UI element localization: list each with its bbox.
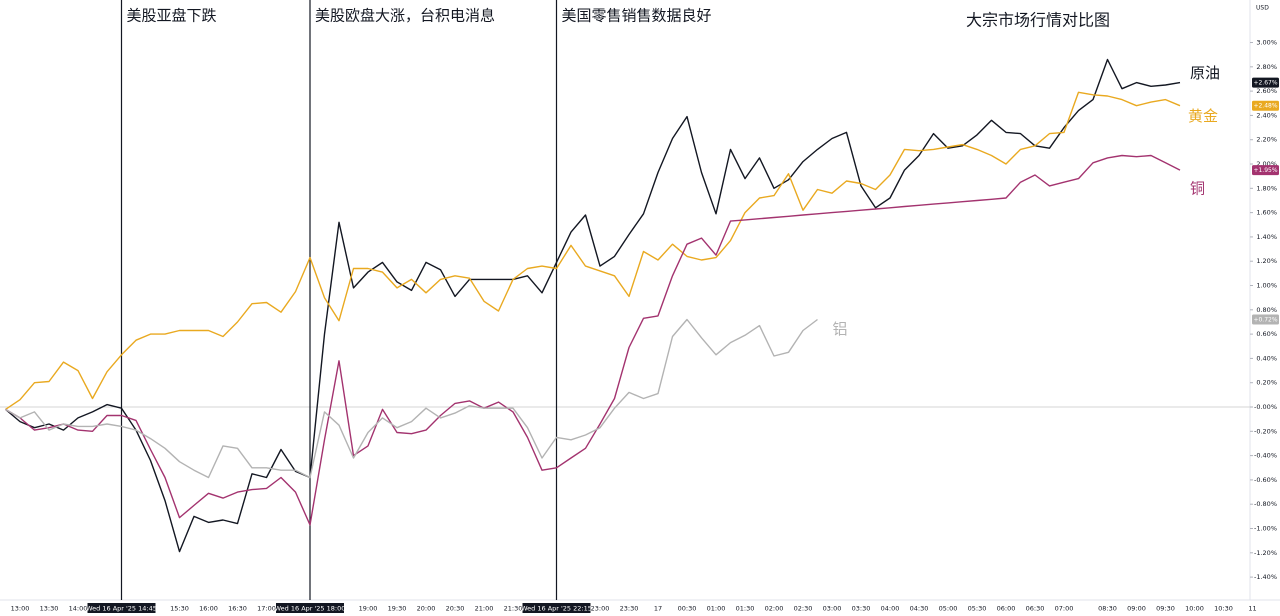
x-tick-label: 03:00 [823,605,842,613]
x-tick-label: 05:00 [939,605,958,613]
x-tick-label: 02:00 [765,605,784,613]
x-tick-label: 00:30 [678,605,697,613]
x-marker-box [276,603,344,613]
x-marker-box [522,603,591,613]
x-tick-label: 14:00 [69,605,88,613]
y-tick-label: 1.60% [1256,209,1277,217]
y-tick-label: 2.80% [1256,63,1277,71]
x-tick-label: 06:30 [1026,605,1045,613]
x-tick-label: 23:00 [591,605,610,613]
x-tick-label: 23:30 [620,605,639,613]
chart-title: 大宗市场行情对比图 [966,11,1110,30]
x-tick-label: 19:00 [359,605,378,613]
x-tick-label: 21:00 [475,605,494,613]
y-tick-label: -1.00% [1254,525,1277,533]
y-tick-label: -1.20% [1254,549,1277,557]
series-label: 铜 [1190,180,1205,198]
x-tick-label: 09:30 [1156,605,1175,613]
x-tick-label: 19:30 [388,605,407,613]
series-line [5,91,1181,410]
x-marker-box [87,603,156,613]
y-tick-label: 0.20% [1256,379,1277,387]
annotation: 美国零售销售数据良好 [562,7,712,25]
x-tick-label: 16:00 [199,605,218,613]
series-label: 铝 [833,320,848,338]
value-tag-label: +0.72% [1253,317,1277,324]
x-tick-label: 06:00 [997,605,1016,613]
x-tick-label: 13:30 [40,605,59,613]
x-tick-label: 10:30 [1214,605,1233,613]
y-tick-label: -0.20% [1254,427,1277,435]
value-tag [1252,100,1279,111]
x-tick-label: 20:30 [446,605,465,613]
x-tick-label: 16:30 [228,605,247,613]
x-tick-label: Wed 16 Apr '25 14:45 [86,605,157,613]
y-tick-label: 2.20% [1256,136,1277,144]
x-tick-label: 04:00 [881,605,900,613]
value-tag [1252,165,1279,176]
series-line [5,318,818,479]
y-tick-label: -0.40% [1254,452,1277,460]
x-tick-label: 03:30 [852,605,871,613]
y-tick-label: 2.00% [1256,160,1277,168]
series-label: 原油 [1190,64,1220,82]
x-tick-label: 15:30 [170,605,189,613]
y-tick-label: 1.80% [1256,184,1277,192]
x-tick-label: 09:00 [1127,605,1146,613]
y-tick-label: -0.00% [1254,403,1277,411]
x-tick-label: Wed 16 Apr '25 18:00 [275,605,346,613]
y-tick-label: -0.80% [1254,500,1277,508]
y-tick-label: 1.20% [1256,257,1277,265]
x-tick-label: 17:00 [257,605,276,613]
annotation: 美股亚盘下跌 [127,7,217,25]
value-tag [1252,77,1279,88]
y-tick-label: 3.00% [1256,39,1277,47]
y-tick-label: 0.80% [1256,306,1277,314]
x-tick-label: 07:00 [1055,605,1074,613]
value-tag [1252,314,1279,325]
y-tick-label: 0.60% [1256,330,1277,338]
y-tick-label: 2.60% [1256,87,1277,95]
series-label: 黄金 [1188,107,1218,125]
y-tick-label: 0.40% [1256,354,1277,362]
y-tick-label: -0.60% [1254,476,1277,484]
x-tick-label: 08:30 [1098,605,1117,613]
x-tick-label: 13:00 [11,605,30,613]
x-tick-label: 21:30 [504,605,523,613]
y-tick-label: 1.40% [1256,233,1277,241]
x-tick-label: Wed 16 Apr '25 22:15 [521,605,592,613]
x-tick-label: 04:30 [910,605,929,613]
x-tick-label: 01:00 [707,605,726,613]
y-tick-label: -1.40% [1254,573,1277,581]
x-tick-label: 10:00 [1185,605,1204,613]
x-tick-label: 05:30 [968,605,987,613]
series-line [5,58,1181,553]
y-tick-label: 1.00% [1256,282,1277,290]
value-tag-label: +2.67% [1253,80,1277,87]
series-line [5,154,1181,526]
x-tick-label: 02:30 [794,605,813,613]
x-tick-label: 20:00 [417,605,436,613]
y-tick-label: 2.40% [1256,111,1277,119]
x-tick-label: 17 [654,605,662,613]
x-tick-label: 01:30 [736,605,755,613]
x-tick-label: 11 [1248,605,1256,613]
value-tag-label: +2.48% [1253,103,1277,110]
value-tag-label: +1.95% [1253,167,1277,174]
annotation: 美股欧盘大涨，台积电消息 [315,7,495,25]
currency-label: USD [1256,5,1269,12]
